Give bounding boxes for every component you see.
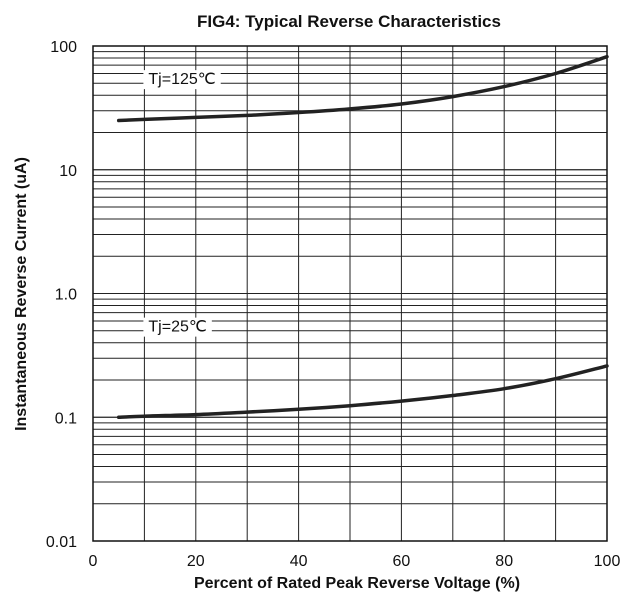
x-tick-label: 80	[495, 553, 513, 570]
series-line-1	[116, 364, 609, 420]
chart-title: FIG4: Typical Reverse Characteristics	[197, 12, 501, 31]
y-tick-label: 0.01	[46, 534, 77, 551]
series-line-0	[116, 54, 609, 123]
x-tick-label: 40	[290, 553, 308, 570]
y-tick-label: 100	[50, 39, 77, 56]
y-tick-label: 1.0	[55, 287, 77, 304]
annotation-background	[143, 70, 221, 90]
x-tick-label: 0	[89, 553, 98, 570]
x-tick-label: 20	[187, 553, 205, 570]
annotation-background	[143, 317, 212, 337]
series-layer	[116, 54, 609, 420]
plot-frame	[92, 45, 608, 542]
annotation-layer: Tj=125℃ Tj=25℃	[143, 70, 221, 337]
x-tick-label: 100	[594, 553, 621, 570]
x-tick-label: 60	[393, 553, 411, 570]
x-axis-label: Percent of Rated Peak Reverse Voltage (%…	[194, 575, 520, 592]
tick-labels: 0 20 40 60 80 100 0.01 0.1 1.0 10 100	[46, 39, 621, 570]
grid	[93, 46, 607, 541]
y-tick-label: 10	[59, 163, 77, 180]
series-annotation-1: Tj=25℃	[148, 319, 206, 336]
y-axis-label: Instantaneous Reverse Current (uA)	[13, 157, 30, 431]
y-tick-label: 0.1	[55, 410, 77, 427]
series-annotation-0: Tj=125℃	[148, 71, 215, 88]
